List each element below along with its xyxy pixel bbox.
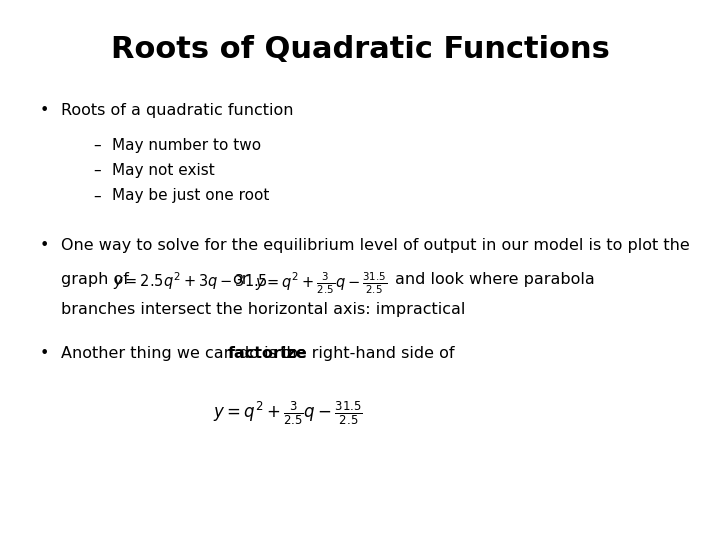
Text: branches intersect the horizontal axis: impractical: branches intersect the horizontal axis: … [61,302,466,318]
Text: graph of: graph of [61,272,129,287]
Text: or: or [232,272,248,287]
Text: May not exist: May not exist [112,163,215,178]
Text: May number to two: May number to two [112,138,261,153]
Text: factorize: factorize [228,346,308,361]
Text: $y=2.5q^{2}+3q-31.5$: $y=2.5q^{2}+3q-31.5$ [113,271,268,292]
Text: May be just one root: May be just one root [112,188,269,204]
Text: $y=q^{2}+\frac{3}{2.5}q-\frac{31.5}{2.5}$: $y=q^{2}+\frac{3}{2.5}q-\frac{31.5}{2.5}… [213,400,363,427]
Text: –: – [94,138,102,153]
Text: $y=q^{2}+\frac{3}{2.5}q-\frac{31.5}{2.5}$: $y=q^{2}+\frac{3}{2.5}q-\frac{31.5}{2.5}… [255,271,387,296]
Text: •: • [40,103,49,118]
Text: One way to solve for the equilibrium level of output in our model is to plot the: One way to solve for the equilibrium lev… [61,238,690,253]
Text: the right-hand side of: the right-hand side of [275,346,454,361]
Text: Another thing we can do is to: Another thing we can do is to [61,346,303,361]
Text: Roots of Quadratic Functions: Roots of Quadratic Functions [111,35,609,64]
Text: –: – [94,188,102,204]
Text: •: • [40,238,49,253]
Text: –: – [94,163,102,178]
Text: Roots of a quadratic function: Roots of a quadratic function [61,103,294,118]
Text: and look where parabola: and look where parabola [395,272,595,287]
Text: •: • [40,346,49,361]
